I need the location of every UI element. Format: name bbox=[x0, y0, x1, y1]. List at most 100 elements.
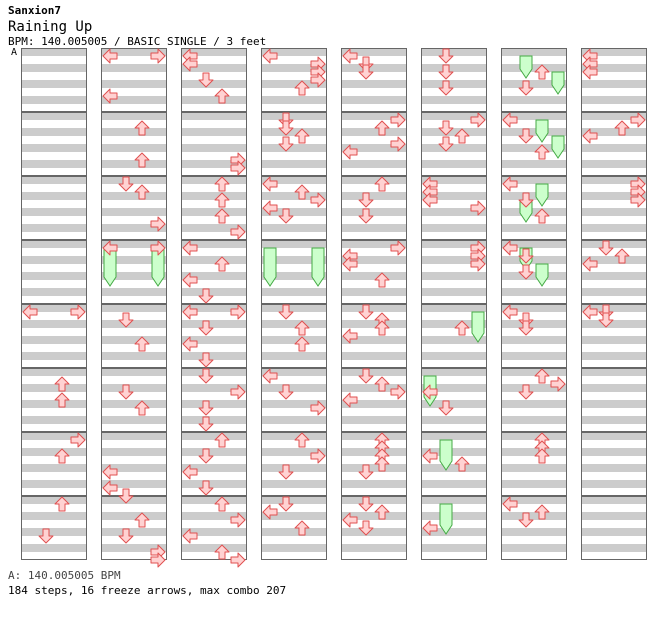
arrow-shape bbox=[54, 496, 70, 512]
beat-stripe bbox=[421, 544, 487, 552]
beat-stripe bbox=[341, 208, 407, 216]
beat-stripe bbox=[101, 368, 167, 376]
freeze-body bbox=[535, 183, 549, 207]
step-arrow-down bbox=[518, 80, 534, 96]
arrow-shape bbox=[374, 456, 390, 472]
beat-stripe bbox=[261, 256, 327, 264]
freeze-arrow bbox=[263, 247, 277, 287]
step-arrow-up bbox=[294, 128, 310, 144]
chart-column bbox=[421, 48, 487, 560]
beat-stripe bbox=[581, 528, 647, 536]
step-arrow-right bbox=[310, 72, 326, 88]
step-arrow-left bbox=[422, 520, 438, 536]
beat-stripe bbox=[501, 224, 567, 232]
measure-border bbox=[101, 368, 167, 432]
arrow-shape bbox=[310, 448, 326, 464]
step-arrow-left bbox=[182, 464, 198, 480]
step-arrow-down bbox=[518, 384, 534, 400]
beat-stripe bbox=[181, 112, 247, 120]
measure-border bbox=[181, 176, 247, 240]
step-arrow-left bbox=[182, 240, 198, 256]
beat-stripe bbox=[581, 240, 647, 248]
beat-stripe bbox=[181, 48, 247, 56]
freeze-body bbox=[439, 439, 453, 471]
arrow-shape bbox=[118, 384, 134, 400]
beat-stripe bbox=[581, 224, 647, 232]
arrow-shape bbox=[438, 400, 454, 416]
measure-border bbox=[261, 368, 327, 432]
beat-stripe bbox=[21, 256, 87, 264]
arrow-shape bbox=[582, 304, 598, 320]
beat-stripe bbox=[341, 304, 407, 312]
measure-border bbox=[261, 304, 327, 368]
beat-stripe bbox=[181, 528, 247, 536]
beat-stripe bbox=[421, 64, 487, 72]
beat-stripe bbox=[501, 496, 567, 504]
arrow-shape bbox=[582, 256, 598, 272]
beat-stripe bbox=[501, 368, 567, 376]
step-arrow-up bbox=[534, 64, 550, 80]
beat-stripe bbox=[101, 128, 167, 136]
freeze-body bbox=[551, 135, 565, 159]
step-arrow-down bbox=[198, 400, 214, 416]
arrow-shape bbox=[102, 464, 118, 480]
measure-border bbox=[181, 432, 247, 496]
step-arrow-right bbox=[390, 240, 406, 256]
step-arrow-up bbox=[54, 448, 70, 464]
beat-stripe bbox=[341, 96, 407, 104]
measure-border bbox=[581, 496, 647, 560]
step-arrow-left bbox=[182, 528, 198, 544]
step-arrow-right bbox=[390, 136, 406, 152]
step-arrow-up bbox=[214, 88, 230, 104]
measure-border bbox=[101, 176, 167, 240]
beat-stripe bbox=[101, 464, 167, 472]
beat-stripe bbox=[501, 320, 567, 328]
measure-border bbox=[341, 48, 407, 112]
arrow-shape bbox=[278, 496, 294, 512]
step-arrow-up bbox=[534, 448, 550, 464]
beat-stripe bbox=[21, 320, 87, 328]
step-arrow-down bbox=[518, 192, 534, 208]
beat-stripe bbox=[421, 304, 487, 312]
arrow-shape bbox=[214, 88, 230, 104]
beat-stripe bbox=[101, 160, 167, 168]
arrow-shape bbox=[518, 512, 534, 528]
arrow-shape bbox=[534, 368, 550, 384]
step-arrow-up bbox=[534, 504, 550, 520]
arrow-shape bbox=[214, 256, 230, 272]
arrow-shape bbox=[150, 240, 166, 256]
measure-border bbox=[421, 432, 487, 496]
arrow-shape bbox=[214, 208, 230, 224]
beat-stripe bbox=[181, 96, 247, 104]
beat-stripe bbox=[421, 432, 487, 440]
step-arrow-down bbox=[358, 464, 374, 480]
measure-border bbox=[341, 368, 407, 432]
step-arrow-up bbox=[134, 120, 150, 136]
arrow-shape bbox=[230, 512, 246, 528]
beat-stripe bbox=[181, 496, 247, 504]
beat-stripe bbox=[421, 96, 487, 104]
beat-stripe bbox=[21, 144, 87, 152]
step-arrow-up bbox=[294, 320, 310, 336]
arrow-shape bbox=[358, 208, 374, 224]
step-arrow-up bbox=[374, 272, 390, 288]
step-arrow-down bbox=[118, 312, 134, 328]
beat-stripe bbox=[341, 64, 407, 72]
chart-column bbox=[581, 48, 647, 560]
beat-stripe bbox=[181, 160, 247, 168]
freeze-arrow bbox=[439, 503, 453, 535]
step-arrow-left bbox=[502, 240, 518, 256]
beat-stripe bbox=[101, 336, 167, 344]
step-arrow-right bbox=[150, 48, 166, 64]
arrow-shape bbox=[358, 304, 374, 320]
beat-stripe bbox=[21, 240, 87, 248]
arrow-shape bbox=[598, 312, 614, 328]
arrow-shape bbox=[614, 248, 630, 264]
beat-stripe bbox=[421, 224, 487, 232]
step-arrow-right bbox=[70, 304, 86, 320]
beat-stripe bbox=[21, 176, 87, 184]
step-arrow-left bbox=[102, 48, 118, 64]
beat-stripe bbox=[101, 480, 167, 488]
step-arrow-up bbox=[374, 504, 390, 520]
step-arrow-up bbox=[374, 176, 390, 192]
